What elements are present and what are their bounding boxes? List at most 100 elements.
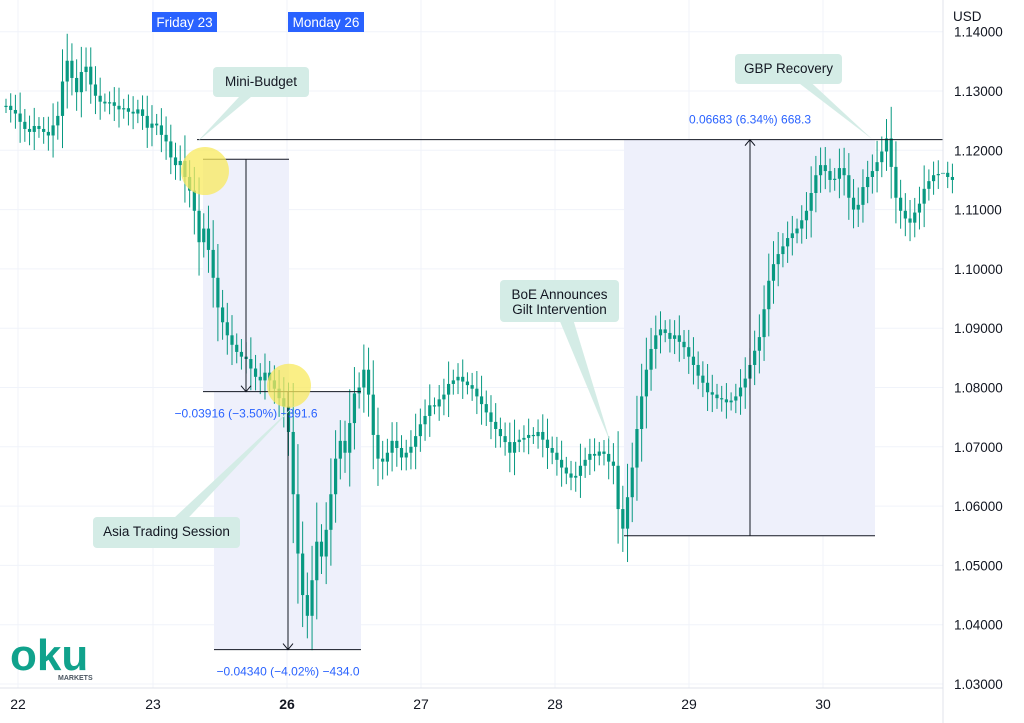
candle-body [673, 335, 677, 339]
candle-body [597, 451, 601, 456]
candle-body [856, 204, 860, 210]
candle-body [352, 393, 357, 424]
candle-body [762, 309, 766, 338]
candle-body [771, 264, 776, 281]
candle-body [296, 494, 300, 554]
candle-body [79, 72, 83, 93]
measure-3-label: 0.06683 (6.34%) 668.3 [689, 113, 811, 127]
candle-body [51, 125, 55, 136]
y-tick-label: 1.05000 [954, 558, 1003, 573]
candle-body [541, 431, 545, 440]
candle-body [230, 335, 234, 345]
candle-body [804, 210, 809, 221]
candle-body [527, 434, 531, 438]
candle-body [343, 440, 347, 453]
candle-body [691, 356, 696, 365]
candle-body [757, 337, 761, 351]
candle-body [291, 431, 295, 495]
candle-body [899, 197, 903, 211]
day-tag-monday-label: Monday 26 [293, 15, 360, 30]
candle-body [696, 364, 700, 376]
candle-body [536, 431, 540, 437]
highlight-asia-session [267, 363, 311, 408]
candle-body [145, 115, 149, 128]
callout-mini-budget: Mini-Budget [197, 67, 309, 142]
candle-body [60, 81, 65, 116]
callout-gbp-recovery: GBP Recovery [735, 54, 872, 139]
y-tick-label: 1.07000 [954, 440, 1003, 455]
candle-body [833, 178, 837, 180]
candle-body [418, 424, 422, 437]
candle-body [220, 307, 225, 323]
candle-body [484, 404, 488, 413]
candle-body [607, 453, 611, 462]
candle-body [715, 394, 719, 399]
x-tick-label: 30 [815, 696, 831, 712]
candle-body [781, 246, 785, 255]
candle-body [27, 128, 32, 132]
candle-body [258, 376, 262, 381]
day-tag-monday: Monday 26 [288, 12, 364, 32]
x-tick-label: 27 [413, 696, 429, 712]
candle-body [734, 396, 738, 401]
candle-body [522, 437, 526, 440]
candle-body [545, 439, 550, 448]
callout-asia-session-pointer [158, 404, 296, 533]
candle-body [818, 165, 823, 176]
candle-body [861, 187, 865, 205]
measure-1-arrowhead [240, 385, 252, 393]
candle-body [192, 190, 196, 211]
callout-gbp-recovery-box [735, 54, 842, 84]
candle-body [56, 115, 60, 126]
candle-body [710, 392, 714, 395]
y-axis-unit: USD [953, 9, 982, 24]
candle-body [917, 203, 922, 213]
logo-wordmark: oku [10, 631, 88, 680]
y-tick-label: 1.08000 [954, 381, 1003, 396]
candle-body [310, 580, 314, 616]
y-tick-label: 1.10000 [954, 262, 1003, 277]
candle-body [362, 369, 366, 388]
y-tick-label: 1.03000 [954, 677, 1003, 692]
candle-body [140, 109, 145, 116]
candle-body [65, 60, 69, 82]
candle-body [578, 465, 583, 476]
candle-body [131, 111, 135, 114]
candle-body [894, 166, 898, 198]
candle-body [305, 595, 309, 616]
x-tick-label: 28 [547, 696, 563, 712]
candle-body [602, 451, 606, 454]
candle-body [206, 228, 211, 250]
candle-body [319, 541, 324, 557]
candle-body [494, 421, 498, 430]
measure-3-arrowhead [744, 138, 756, 146]
candle-body [644, 369, 648, 397]
candle-body [461, 376, 465, 382]
candle-body [625, 497, 630, 529]
candle-body [776, 254, 780, 265]
candle-body [286, 406, 291, 432]
candle-body [724, 399, 729, 403]
candle-body [37, 125, 41, 129]
candle-body [263, 372, 267, 381]
callout-asia-session-label: Asia Trading Session [103, 524, 230, 539]
candle-body [216, 277, 220, 308]
candle-body [13, 109, 18, 114]
callout-asia-session: Asia Trading Session [93, 404, 296, 548]
callout-boe-box [500, 280, 619, 322]
candle-body [93, 84, 98, 96]
day-tag-friday-bg [152, 12, 217, 32]
candle-body [225, 322, 229, 336]
candle-body [508, 442, 512, 453]
candle-body [588, 453, 592, 460]
callout-boe-label: BoE Announces [511, 287, 607, 302]
candle-body [630, 467, 634, 498]
candle-body [908, 218, 912, 223]
candle-body [729, 400, 733, 403]
callout-gbp-recovery-label: GBP Recovery [744, 61, 833, 76]
candle-body [663, 329, 667, 333]
candle-body [809, 192, 813, 211]
candle-body [376, 434, 380, 459]
candle-body [950, 176, 955, 180]
